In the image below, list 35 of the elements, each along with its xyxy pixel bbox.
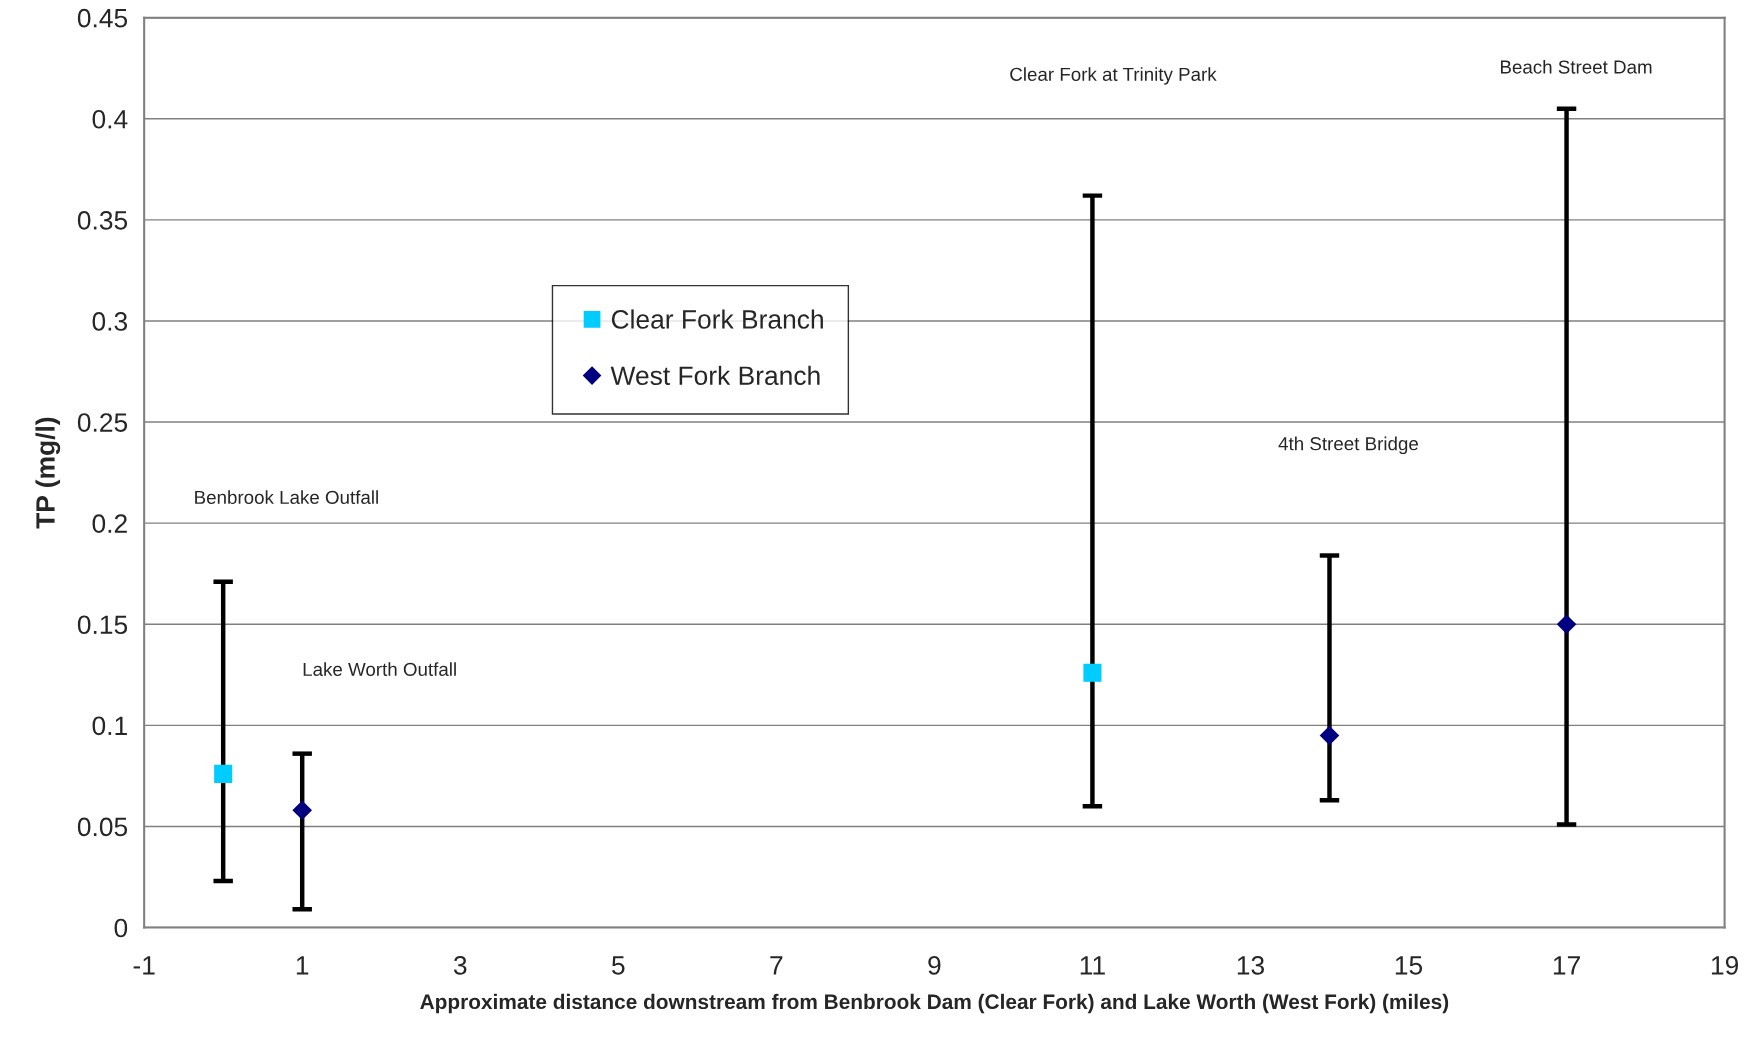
annotation: Clear Fork at Trinity Park [1010, 67, 1217, 85]
point [1319, 725, 1340, 746]
x-tick-label: 15 [1395, 956, 1423, 975]
x-tick-label: 3 [453, 956, 467, 975]
point [292, 800, 313, 821]
y-tick-label: 0.15 [77, 615, 128, 635]
legend-label: West Fork Branch [610, 365, 820, 386]
x-tick-label: 7 [770, 956, 783, 975]
x-tick-label: -1 [133, 956, 155, 975]
y-tick-label: 0.35 [77, 211, 128, 230]
x-tick-label: 1 [296, 956, 309, 975]
x-tick-label: 13 [1237, 956, 1264, 975]
x-tick-label: 17 [1553, 956, 1580, 975]
x-tick-label: 19 [1711, 956, 1739, 975]
point [1083, 663, 1102, 682]
x-tick-label: 9 [928, 956, 941, 975]
y-tick-label: 0.3 [92, 312, 128, 331]
y-tick-label: 0.05 [77, 817, 128, 837]
y-tick-label: 0.2 [92, 514, 127, 533]
y-axis-title: TP (mg/l) [35, 417, 61, 529]
x-tick-label: 11 [1080, 956, 1105, 975]
y-tick-label: 0.25 [77, 413, 128, 432]
annotation: Benbrook Lake Outfall [195, 490, 378, 505]
legend-label: Clear Fork Branch [611, 309, 823, 329]
y-tick-label: 0.45 [77, 8, 128, 28]
point [1556, 614, 1577, 635]
point [214, 764, 233, 783]
y-tick-label: 0.4 [92, 109, 128, 129]
annotation: Beach Street Dam [1500, 59, 1652, 74]
y-tick-label: 0 [114, 918, 128, 938]
x-tick-label: 5 [612, 956, 625, 975]
x-axis-title: Approximate distance downstream from Benbrook Dam (Clear Fork) and Lake Worth (West Fork) (miles) [420, 993, 1449, 1014]
y-tick-label: 0.1 [92, 716, 127, 736]
annotation: Lake Worth Outfall [303, 662, 456, 676]
annotation: 4th Street Bridge [1278, 436, 1418, 455]
